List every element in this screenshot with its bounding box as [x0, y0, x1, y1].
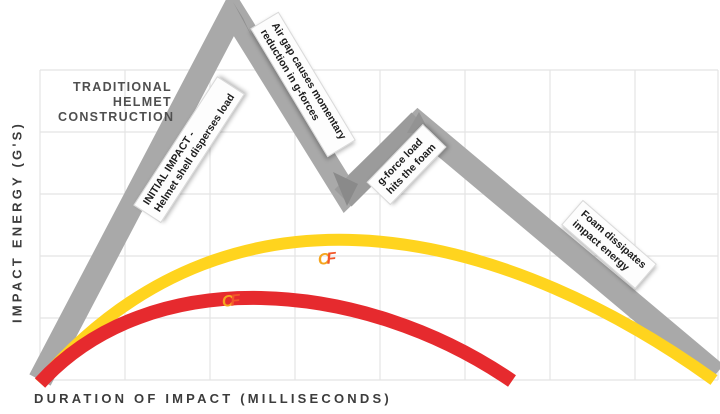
traditional-helmet-label: TRADITIONAL HELMET CONSTRUCTION [58, 80, 175, 125]
traditional-helmet-label-line1: TRADITIONAL [72, 80, 172, 94]
ribbon-fold-peak1 [233, 2, 252, 37]
x-axis-label: DURATION OF IMPACT (MILLISECONDS) [34, 391, 392, 406]
red-impact-curve [34, 291, 516, 388]
brand-logo-char2: F [229, 292, 240, 310]
y-axis-label: IMPACT ENERGY (G'S) [9, 120, 25, 324]
traditional-helmet-label-line3: CONSTRUCTION [58, 110, 175, 124]
ribbon-fold-valley [333, 172, 358, 206]
brand-logo-icon: CF [317, 250, 336, 269]
brand-logo-char2: F [325, 250, 336, 268]
traditional-helmet-ribbon [29, 0, 720, 386]
yellow-impact-curve [35, 233, 718, 387]
brand-logo-icon: CF [221, 292, 240, 311]
traditional-helmet-label-line2: HELMET [112, 95, 172, 109]
